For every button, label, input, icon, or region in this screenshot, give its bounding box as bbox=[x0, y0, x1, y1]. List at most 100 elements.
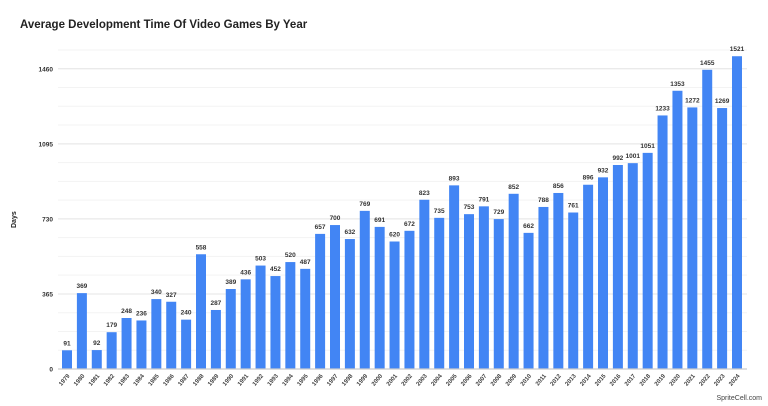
bar-1990 bbox=[225, 289, 236, 369]
bar-2000 bbox=[374, 226, 385, 369]
x-tick-label: 1990 bbox=[222, 373, 236, 388]
data-label: 236 bbox=[136, 310, 147, 317]
x-tick-label: 2022 bbox=[699, 373, 713, 388]
data-label: 1353 bbox=[670, 81, 685, 88]
bar-1996 bbox=[315, 233, 326, 369]
data-label: 503 bbox=[255, 256, 266, 263]
data-label: 452 bbox=[270, 266, 281, 273]
bar-1987 bbox=[181, 319, 192, 369]
x-tick-label: 1985 bbox=[148, 373, 162, 388]
x-tick-label: 1992 bbox=[252, 373, 266, 388]
data-label: 761 bbox=[568, 203, 579, 210]
watermark: SpriteCell.com bbox=[716, 395, 762, 402]
data-label: 327 bbox=[166, 292, 177, 299]
bar-1980 bbox=[76, 293, 87, 369]
bar-2018 bbox=[642, 152, 653, 369]
x-tick-label: 1996 bbox=[311, 373, 325, 388]
data-label: 691 bbox=[374, 217, 385, 224]
y-tick-label: 1095 bbox=[39, 141, 54, 148]
data-label: 1269 bbox=[715, 98, 730, 105]
data-label: 1001 bbox=[626, 153, 641, 160]
data-label: 620 bbox=[389, 232, 400, 239]
data-label: 369 bbox=[76, 283, 87, 290]
x-tick-label: 2021 bbox=[684, 373, 698, 388]
data-label: 791 bbox=[478, 196, 489, 203]
data-label: 662 bbox=[523, 223, 534, 230]
data-label: 753 bbox=[464, 204, 475, 211]
bar-2009 bbox=[508, 193, 519, 369]
data-label: 520 bbox=[285, 252, 296, 259]
bar-2020 bbox=[672, 90, 683, 369]
bar-2004 bbox=[434, 217, 445, 369]
x-tick-label: 1983 bbox=[118, 373, 132, 388]
data-label: 1272 bbox=[685, 97, 700, 104]
data-label: 436 bbox=[240, 269, 251, 276]
x-tick-label: 2024 bbox=[728, 373, 742, 388]
x-tick-label: 1982 bbox=[103, 373, 117, 388]
data-label: 852 bbox=[508, 184, 519, 191]
bar-1984 bbox=[136, 320, 147, 369]
bar-2002 bbox=[404, 230, 415, 369]
x-tick-label: 2007 bbox=[475, 373, 489, 388]
x-tick-label: 2010 bbox=[520, 373, 534, 388]
x-tick-label: 1999 bbox=[356, 373, 370, 388]
x-tick-label: 2005 bbox=[445, 373, 459, 388]
bar-2007 bbox=[478, 206, 489, 369]
data-label: 735 bbox=[434, 208, 445, 215]
x-tick-label: 1997 bbox=[326, 373, 340, 388]
x-tick-label: 2004 bbox=[431, 373, 445, 388]
y-tick-label: 730 bbox=[42, 216, 53, 223]
bar-1989 bbox=[210, 309, 221, 369]
y-tick-label: 0 bbox=[49, 367, 53, 374]
x-tick-label: 1988 bbox=[192, 373, 206, 388]
data-label: 700 bbox=[330, 215, 341, 222]
x-tick-label: 2003 bbox=[416, 373, 430, 388]
data-label: 992 bbox=[612, 155, 623, 162]
y-tick-label: 365 bbox=[42, 291, 53, 298]
x-tick-label: 2020 bbox=[669, 373, 683, 388]
data-label: 893 bbox=[449, 175, 460, 182]
bar-1998 bbox=[344, 239, 355, 369]
x-tick-label: 2006 bbox=[460, 373, 474, 388]
x-tick-label: 1980 bbox=[73, 373, 87, 388]
bar-2014 bbox=[583, 184, 594, 369]
data-label: 287 bbox=[210, 300, 221, 307]
x-tick-label: 2000 bbox=[371, 373, 385, 388]
x-tick-label: 1989 bbox=[207, 373, 221, 388]
x-tick-label: 2013 bbox=[565, 373, 579, 388]
bar-2008 bbox=[493, 219, 504, 369]
x-tick-label: 2016 bbox=[609, 373, 623, 388]
data-label: 856 bbox=[553, 183, 564, 190]
x-tick-label: 2011 bbox=[535, 373, 548, 387]
bar-1982 bbox=[106, 332, 117, 369]
x-tick-label: 1979 bbox=[58, 373, 72, 388]
data-label: 1051 bbox=[640, 143, 655, 150]
bar-1999 bbox=[359, 210, 370, 369]
data-label: 823 bbox=[419, 190, 430, 197]
x-tick-label: 1994 bbox=[282, 373, 296, 388]
bar-1986 bbox=[166, 301, 177, 369]
bar-2003 bbox=[419, 199, 430, 369]
data-label: 657 bbox=[315, 224, 326, 231]
bar-2005 bbox=[449, 185, 460, 369]
data-label: 92 bbox=[93, 340, 101, 347]
bar-1993 bbox=[270, 276, 281, 369]
bar-2006 bbox=[464, 214, 474, 369]
x-tick-label: 1987 bbox=[177, 373, 191, 388]
x-tick-label: 1998 bbox=[341, 373, 355, 388]
data-label: 932 bbox=[598, 167, 609, 174]
data-label: 248 bbox=[121, 308, 132, 315]
x-tick-label: 2009 bbox=[505, 373, 519, 388]
bar-2010 bbox=[523, 232, 534, 369]
bar-1988 bbox=[196, 254, 206, 369]
x-tick-label: 1991 bbox=[237, 373, 251, 388]
data-label: 788 bbox=[538, 197, 549, 204]
bar-2011 bbox=[538, 206, 549, 369]
x-tick-label: 2012 bbox=[550, 373, 564, 388]
bar-2022 bbox=[702, 69, 713, 369]
x-tick-label: 1986 bbox=[163, 373, 177, 388]
bar-2013 bbox=[568, 212, 579, 369]
x-tick-label: 2015 bbox=[594, 373, 608, 388]
bar-2001 bbox=[389, 241, 400, 369]
